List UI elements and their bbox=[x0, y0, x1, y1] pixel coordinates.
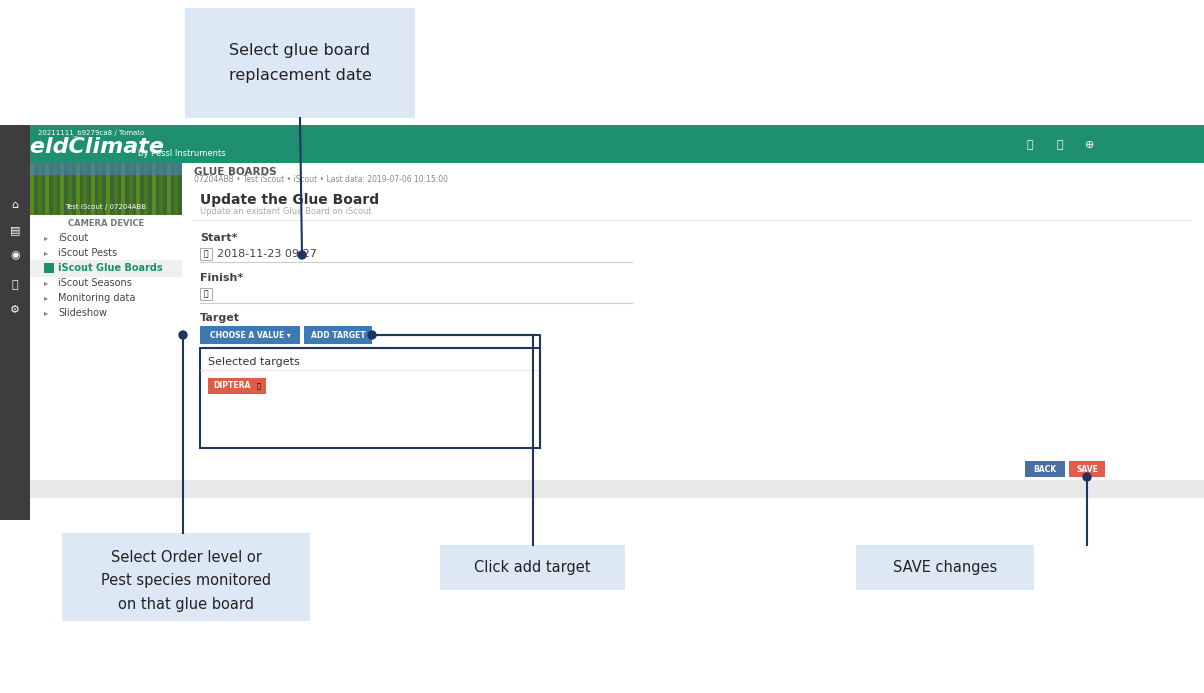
Bar bbox=[122, 163, 125, 215]
Bar bbox=[60, 163, 64, 215]
Circle shape bbox=[1084, 473, 1091, 481]
Bar bbox=[167, 163, 171, 215]
Bar bbox=[200, 248, 212, 260]
Bar bbox=[129, 163, 132, 215]
Text: Select Order level or
Pest species monitored
on that glue board: Select Order level or Pest species monit… bbox=[101, 550, 271, 612]
Text: 2018-11-23 09:27: 2018-11-23 09:27 bbox=[217, 249, 317, 259]
Text: ▸: ▸ bbox=[45, 279, 48, 288]
Bar bbox=[99, 163, 102, 215]
Text: Target: Target bbox=[200, 313, 240, 323]
Text: DIPTERA: DIPTERA bbox=[213, 382, 250, 390]
Bar bbox=[175, 163, 178, 215]
Text: ▸: ▸ bbox=[45, 234, 48, 243]
Bar bbox=[200, 288, 212, 300]
Text: CHOOSE A VALUE ▾: CHOOSE A VALUE ▾ bbox=[209, 331, 290, 340]
Text: Test iScout / 07204ABB: Test iScout / 07204ABB bbox=[65, 204, 147, 210]
Bar bbox=[45, 263, 54, 273]
Bar bbox=[30, 163, 182, 215]
Bar bbox=[30, 260, 182, 277]
FancyBboxPatch shape bbox=[208, 378, 266, 394]
Text: 🔧: 🔧 bbox=[12, 280, 18, 290]
Text: Select glue board
replacement date: Select glue board replacement date bbox=[229, 43, 372, 82]
FancyBboxPatch shape bbox=[185, 8, 415, 118]
Text: ⌂: ⌂ bbox=[11, 200, 18, 210]
Text: Slideshow: Slideshow bbox=[58, 308, 107, 318]
Text: CAMERA DEVICE: CAMERA DEVICE bbox=[67, 220, 144, 229]
FancyBboxPatch shape bbox=[303, 326, 372, 344]
Bar bbox=[37, 163, 42, 215]
Text: Click add target: Click add target bbox=[474, 560, 591, 575]
Bar bbox=[0, 480, 1204, 498]
Text: ▸: ▸ bbox=[45, 294, 48, 303]
Bar bbox=[67, 163, 72, 215]
Bar bbox=[30, 163, 34, 215]
Text: 👤: 👤 bbox=[1027, 140, 1033, 150]
Circle shape bbox=[179, 331, 187, 339]
Text: 📅: 📅 bbox=[203, 290, 208, 299]
Text: Monitoring data: Monitoring data bbox=[58, 293, 135, 303]
Bar bbox=[200, 348, 541, 448]
FancyBboxPatch shape bbox=[1025, 461, 1066, 477]
Bar bbox=[30, 163, 182, 520]
Bar bbox=[182, 163, 1204, 520]
Text: FieldClimate: FieldClimate bbox=[8, 137, 165, 157]
Text: Selected targets: Selected targets bbox=[208, 357, 300, 367]
Text: Update an existent Glue Board on iScout: Update an existent Glue Board on iScout bbox=[200, 207, 372, 216]
Text: by Pessl Instruments: by Pessl Instruments bbox=[138, 148, 225, 157]
Circle shape bbox=[368, 331, 376, 339]
Text: Update the Glue Board: Update the Glue Board bbox=[200, 193, 379, 207]
Bar bbox=[53, 163, 57, 215]
Text: ▸: ▸ bbox=[45, 249, 48, 258]
Bar bbox=[152, 163, 155, 215]
Text: SAVE: SAVE bbox=[1076, 464, 1098, 473]
Bar bbox=[0, 125, 30, 520]
Text: 20211111_b9279ca8 / Tomato: 20211111_b9279ca8 / Tomato bbox=[39, 130, 144, 137]
Text: Finish*: Finish* bbox=[200, 273, 243, 283]
Bar bbox=[136, 163, 141, 215]
FancyBboxPatch shape bbox=[61, 533, 309, 621]
Text: iScout: iScout bbox=[58, 233, 88, 243]
FancyBboxPatch shape bbox=[1069, 461, 1105, 477]
Bar bbox=[46, 163, 49, 215]
Bar bbox=[30, 163, 182, 175]
Bar bbox=[0, 163, 1204, 191]
Bar bbox=[159, 163, 164, 215]
Text: Start*: Start* bbox=[200, 233, 237, 243]
Text: SAVE changes: SAVE changes bbox=[893, 560, 997, 575]
Text: ▸: ▸ bbox=[45, 308, 48, 317]
Bar bbox=[0, 125, 1204, 163]
Bar bbox=[113, 163, 118, 215]
Text: BACK: BACK bbox=[1033, 464, 1057, 473]
Bar bbox=[90, 163, 95, 215]
Text: ⚙: ⚙ bbox=[10, 305, 20, 315]
Text: 📅: 📅 bbox=[203, 249, 208, 258]
Circle shape bbox=[299, 251, 306, 259]
Text: GLUE BOARDS: GLUE BOARDS bbox=[194, 167, 277, 177]
Bar bbox=[144, 163, 148, 215]
Text: iScout Glue Boards: iScout Glue Boards bbox=[58, 263, 163, 273]
Text: iScout Pests: iScout Pests bbox=[58, 248, 117, 258]
Bar bbox=[83, 163, 87, 215]
Text: 07204ABB • Test iScout • iScout • Last data: 2019-07-06 10:15:00: 07204ABB • Test iScout • iScout • Last d… bbox=[194, 175, 448, 184]
Text: ADD TARGET: ADD TARGET bbox=[311, 331, 365, 340]
Text: ⊕: ⊕ bbox=[1085, 140, 1094, 150]
Text: ▤: ▤ bbox=[10, 225, 20, 235]
FancyBboxPatch shape bbox=[200, 326, 300, 344]
Text: ◉: ◉ bbox=[10, 250, 20, 260]
FancyBboxPatch shape bbox=[439, 545, 625, 590]
Text: iScout Seasons: iScout Seasons bbox=[58, 278, 132, 288]
Text: 🏠: 🏠 bbox=[1057, 140, 1063, 150]
FancyBboxPatch shape bbox=[856, 545, 1034, 590]
Text: 🗑: 🗑 bbox=[256, 383, 261, 389]
Bar bbox=[76, 163, 79, 215]
Bar bbox=[106, 163, 110, 215]
